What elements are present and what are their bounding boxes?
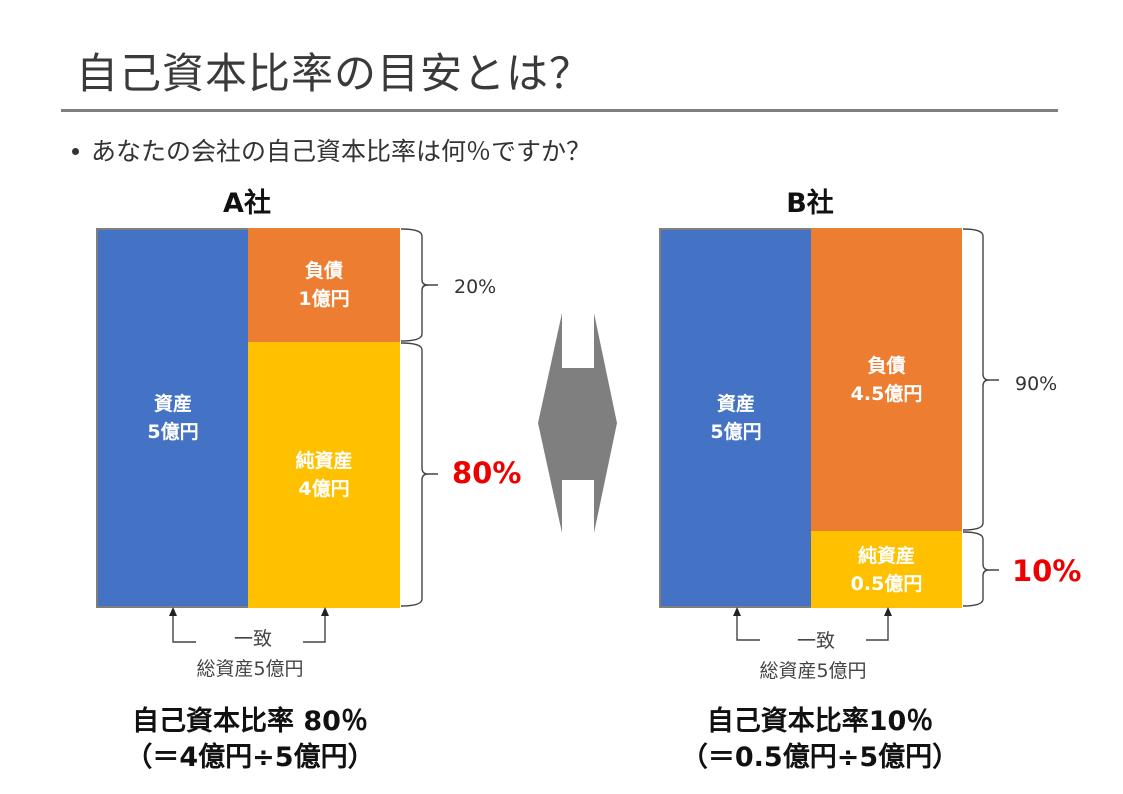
company-a-arrow-up-icon-right bbox=[321, 607, 329, 616]
company-b-equity-label: 純資産 bbox=[857, 544, 915, 567]
company-a-summary-ratio: 自己資本比率 80％ bbox=[132, 706, 368, 737]
company-b-assets-block: 資産 5億円 bbox=[659, 228, 811, 608]
company-b-match-connector bbox=[736, 614, 889, 641]
bullet-question: あなたの会社の自己資本比率は何％ですか？ bbox=[72, 132, 591, 172]
company-b-liabilities-brace-icon bbox=[962, 228, 999, 531]
company-a-liabilities-value: 1億円 bbox=[298, 288, 350, 310]
company-b-equity-brace-icon bbox=[962, 531, 999, 607]
company-a-equity-label: 純資産 bbox=[295, 450, 353, 472]
company-a-equity-brace-icon bbox=[400, 342, 438, 607]
double-arrow-icon bbox=[538, 313, 617, 533]
title-divider bbox=[61, 109, 1058, 112]
company-b-summary-formula: （＝0.5億円÷5億円） bbox=[680, 742, 960, 773]
company-a-match-label: 一致 bbox=[233, 628, 272, 650]
company-b-balance-sheet: 資産 5億円 負債 4.5億円 純資産 0.5億円 bbox=[659, 228, 962, 608]
company-a-summary-formula: （＝4億円÷5億円） bbox=[125, 742, 375, 773]
company-b-summary-ratio: 自己資本比率10％ bbox=[706, 706, 934, 737]
company-b-equity-block: 純資産 0.5億円 bbox=[811, 531, 962, 608]
company-b-arrow-up-icon-right bbox=[884, 607, 892, 616]
company-a-equity-value: 4億円 bbox=[298, 478, 350, 500]
company-a-assets-block: 資産 5億円 bbox=[96, 228, 248, 608]
company-a-liabilities-label: 負債 bbox=[304, 260, 343, 282]
company-a-match-connector bbox=[172, 614, 326, 643]
company-b-match-label: 一致 bbox=[796, 630, 835, 652]
company-a-equity-block: 純資産 4億円 bbox=[248, 342, 400, 608]
company-b-assets-label: 資産 bbox=[716, 393, 755, 415]
bullet-dot-icon bbox=[72, 147, 79, 155]
company-b-arrow-up-icon-left bbox=[733, 607, 741, 616]
company-a-assets-value: 5億円 bbox=[147, 421, 199, 443]
company-b-liabilities-value: 4.5億円 bbox=[850, 382, 923, 405]
company-a-equity-pct: 80% bbox=[452, 456, 522, 490]
company-b-assets-value: 5億円 bbox=[710, 421, 762, 443]
company-b-total-assets: 総資産5億円 bbox=[759, 660, 867, 682]
company-b-equity-pct: 10% bbox=[1012, 554, 1082, 588]
company-a-liabilities-brace-icon bbox=[400, 228, 438, 342]
slide-title: 自己資本比率の目安とは？ bbox=[76, 49, 593, 98]
company-b-liabilities-label: 負債 bbox=[867, 354, 906, 377]
company-a-liabilities-pct: 20% bbox=[454, 276, 497, 298]
company-a-title: A社 bbox=[223, 188, 271, 219]
company-a-total-assets: 総資産5億円 bbox=[196, 658, 304, 680]
company-b-liabilities-pct: 90% bbox=[1015, 373, 1058, 395]
bullet-text: あなたの会社の自己資本比率は何％ですか？ bbox=[91, 137, 592, 166]
company-b-equity-value: 0.5億円 bbox=[850, 572, 923, 595]
company-a-balance-sheet: 資産 5億円 負債 1億円 純資産 4億円 bbox=[96, 228, 400, 608]
company-a-assets-label: 資産 bbox=[153, 393, 192, 415]
company-a-arrow-up-icon-left bbox=[169, 607, 177, 616]
company-a-liabilities-block: 負債 1億円 bbox=[248, 228, 400, 342]
company-b-liabilities-block: 負債 4.5億円 bbox=[811, 228, 962, 531]
company-b-title: B社 bbox=[786, 188, 834, 219]
